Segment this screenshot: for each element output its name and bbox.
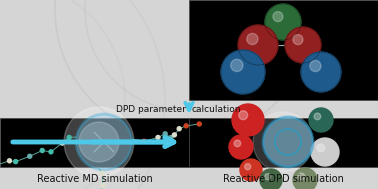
- Circle shape: [64, 107, 134, 177]
- Circle shape: [60, 141, 64, 145]
- Circle shape: [265, 174, 271, 180]
- Circle shape: [101, 184, 105, 188]
- Circle shape: [260, 169, 282, 189]
- Circle shape: [197, 122, 201, 126]
- Bar: [0, 118, 189, 167]
- Circle shape: [309, 108, 333, 132]
- Circle shape: [221, 50, 265, 94]
- Circle shape: [240, 159, 262, 181]
- Circle shape: [100, 171, 104, 175]
- Circle shape: [177, 127, 181, 131]
- Text: Reactive DPD simulation: Reactive DPD simulation: [223, 174, 344, 184]
- Circle shape: [156, 136, 160, 139]
- Circle shape: [49, 150, 53, 154]
- Circle shape: [285, 27, 321, 63]
- Circle shape: [231, 59, 243, 72]
- Circle shape: [169, 136, 173, 140]
- Circle shape: [67, 136, 71, 139]
- Circle shape: [311, 138, 339, 166]
- Circle shape: [229, 135, 253, 159]
- Circle shape: [76, 114, 132, 170]
- Circle shape: [247, 33, 258, 45]
- Circle shape: [238, 25, 278, 65]
- Circle shape: [317, 144, 325, 152]
- Circle shape: [232, 104, 264, 136]
- Circle shape: [79, 122, 119, 162]
- Bar: [0, 0, 189, 118]
- Circle shape: [184, 124, 188, 128]
- Circle shape: [8, 159, 11, 163]
- Bar: [189, 0, 378, 100]
- Circle shape: [234, 140, 241, 147]
- Circle shape: [40, 149, 44, 153]
- Circle shape: [163, 132, 167, 136]
- Circle shape: [293, 168, 317, 189]
- Circle shape: [273, 12, 283, 22]
- Circle shape: [310, 60, 321, 72]
- Circle shape: [253, 112, 313, 172]
- Circle shape: [265, 4, 301, 40]
- Text: DPD parameter: DPD parameter: [116, 105, 186, 114]
- Circle shape: [293, 35, 303, 45]
- Circle shape: [239, 111, 248, 120]
- Bar: [189, 118, 378, 167]
- Circle shape: [142, 139, 146, 143]
- Circle shape: [301, 52, 341, 92]
- Circle shape: [245, 164, 251, 170]
- Circle shape: [14, 160, 18, 164]
- Circle shape: [172, 133, 177, 137]
- Text: calculation: calculation: [192, 105, 242, 114]
- Circle shape: [263, 117, 313, 167]
- Circle shape: [28, 154, 32, 158]
- Circle shape: [314, 113, 321, 120]
- Circle shape: [298, 173, 305, 180]
- Text: Reactive MD simulation: Reactive MD simulation: [37, 174, 152, 184]
